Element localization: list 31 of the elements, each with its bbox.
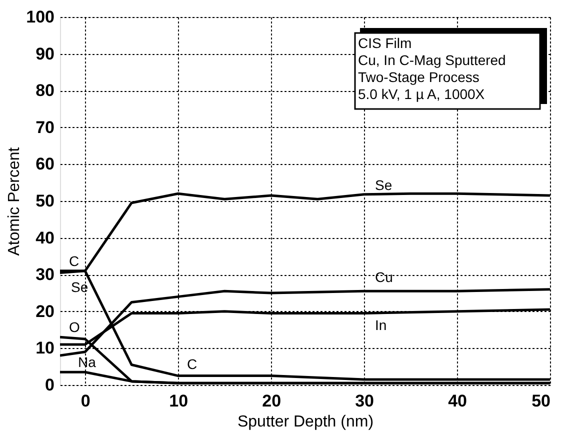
- x-axis-title: Sputter Depth (nm): [237, 414, 374, 430]
- annotation: O: [69, 319, 80, 335]
- y-tick-label: 80: [36, 81, 54, 100]
- annotation: Cu, In C-Mag Sputtered: [358, 52, 506, 68]
- y-axis-title: Atomic Percent: [6, 146, 24, 256]
- annotation: Se: [375, 177, 392, 193]
- y-tick-label: 50: [36, 192, 54, 210]
- annotation: Se: [71, 279, 88, 295]
- y-tick-label: 30: [36, 265, 54, 284]
- y-tick-label: 90: [36, 44, 54, 64]
- x-tick-label: 20: [262, 392, 282, 410]
- x-tick-label: 0: [80, 392, 90, 410]
- annotation: CIS Film: [358, 35, 412, 51]
- annotation: C: [187, 356, 198, 372]
- annotation: C: [69, 253, 80, 269]
- y-tick-label: 0: [45, 376, 54, 394]
- annotation: 5.0 kV, 1 µ A, 1000X: [358, 86, 486, 102]
- annotation: Cu: [375, 269, 393, 285]
- y-tick-label: 70: [36, 118, 54, 137]
- annotation: In: [375, 317, 387, 333]
- annotation: Na: [78, 354, 96, 370]
- x-tick-label: 40: [448, 392, 467, 410]
- y-tick-label: 60: [36, 154, 54, 174]
- x-tick-label: 50: [532, 392, 550, 410]
- y-tick-label: 40: [36, 228, 54, 248]
- annotation: Two-Stage Process: [358, 69, 480, 85]
- x-tick-label: 10: [169, 392, 188, 410]
- y-tick-label: 10: [36, 338, 54, 358]
- y-tick-label: 100: [26, 8, 54, 26]
- y-tick-label: 20: [36, 302, 54, 321]
- x-tick-label: 30: [355, 392, 374, 410]
